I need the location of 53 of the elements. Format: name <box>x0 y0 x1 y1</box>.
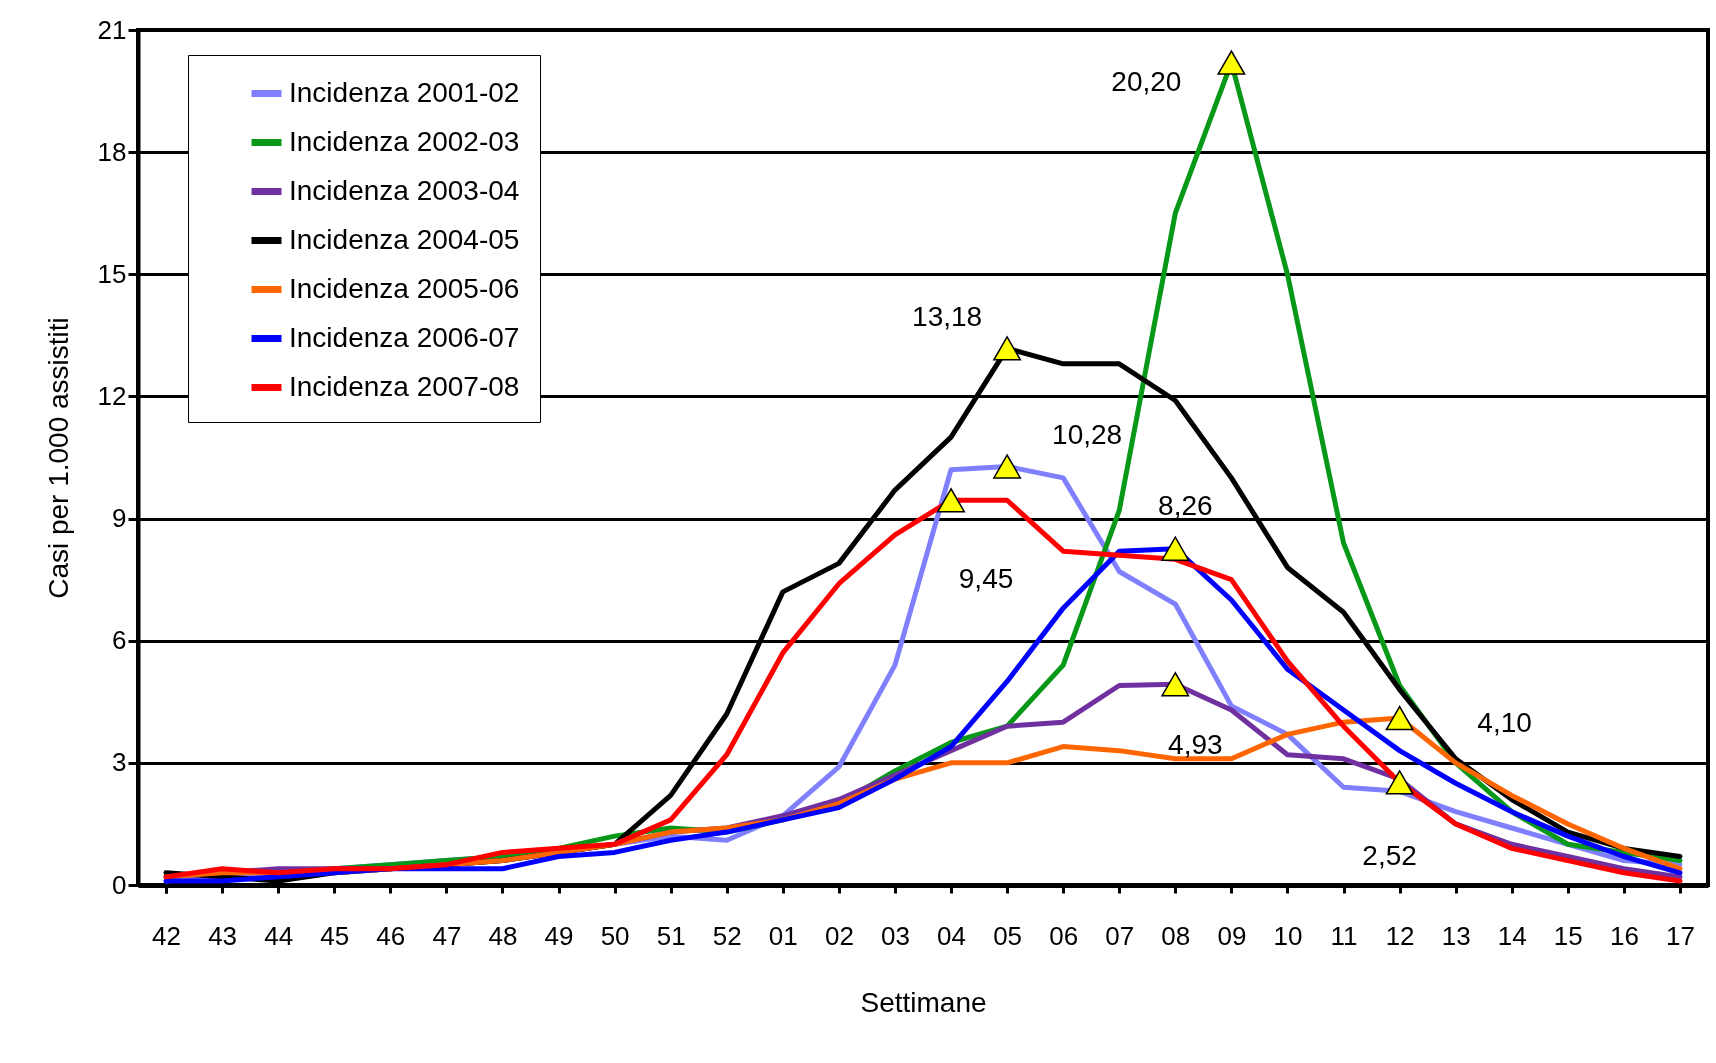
y-tick-label: 18 <box>97 136 127 167</box>
x-tick-label: 42 <box>152 920 181 951</box>
annotation: 13,18 <box>912 301 983 333</box>
x-tick-label: 13 <box>1441 920 1471 951</box>
x-tick-label: 52 <box>712 920 742 951</box>
annotation: 9,45 <box>958 563 1014 595</box>
x-tick-label: 03 <box>881 920 910 951</box>
y-axis-title: Casi per 1.000 assistiti <box>42 317 74 599</box>
x-tick-label: 49 <box>544 920 574 951</box>
x-tick-label: 16 <box>1609 920 1639 951</box>
y-tick-label: 21 <box>97 14 127 45</box>
legend-label: Incidenza 2002-03 <box>289 125 520 157</box>
x-tick-label: 10 <box>1273 920 1303 951</box>
x-tick-label: 06 <box>1049 920 1079 951</box>
y-tick-label: 15 <box>97 258 127 289</box>
x-tick-label: 12 <box>1385 920 1415 951</box>
legend-label: Incidenza 2003-04 <box>289 174 520 206</box>
x-tick-label: 48 <box>488 920 518 951</box>
x-tick-label: 17 <box>1666 920 1695 951</box>
annotation: 10,28 <box>1052 419 1123 451</box>
legend-label: Incidenza 2006-07 <box>289 321 520 353</box>
legend-label: Incidenza 2001-02 <box>289 76 520 108</box>
x-tick-label: 15 <box>1553 920 1583 951</box>
x-tick-label: 11 <box>1330 920 1358 951</box>
annotation: 2,52 <box>1362 840 1417 872</box>
annotation: 8,26 <box>1158 489 1213 521</box>
annotation: 4,10 <box>1477 707 1532 739</box>
y-tick-label: 9 <box>112 503 127 534</box>
y-tick-label: 3 <box>112 747 127 778</box>
legend-label: Incidenza 2007-08 <box>289 370 520 402</box>
x-tick-label: 50 <box>600 920 630 951</box>
x-tick-label: 44 <box>264 920 294 951</box>
x-tick-label: 04 <box>937 920 966 951</box>
x-tick-label: 51 <box>656 920 686 951</box>
x-tick-label: 47 <box>432 920 462 951</box>
x-tick-label: 02 <box>824 920 854 951</box>
y-tick-label: 6 <box>112 625 127 656</box>
x-tick-label: 43 <box>208 920 238 951</box>
y-tick-label: 0 <box>112 869 127 900</box>
y-tick-label: 12 <box>97 380 127 411</box>
x-tick-label: 14 <box>1497 920 1527 951</box>
x-tick-label: 07 <box>1105 920 1135 951</box>
x-tick-label: 01 <box>768 920 798 951</box>
x-tick-label: 08 <box>1161 920 1191 951</box>
annotation: 20,20 <box>1111 65 1182 97</box>
x-axis-title: Settimane <box>860 986 987 1018</box>
annotation: 4,93 <box>1168 729 1223 761</box>
x-tick-label: 45 <box>320 920 350 951</box>
x-tick-label: 05 <box>993 920 1023 951</box>
legend-label: Incidenza 2005-06 <box>289 272 520 304</box>
legend-label: Incidenza 2004-05 <box>289 223 520 255</box>
x-tick-label: 46 <box>376 920 406 951</box>
x-tick-label: 09 <box>1217 920 1247 951</box>
